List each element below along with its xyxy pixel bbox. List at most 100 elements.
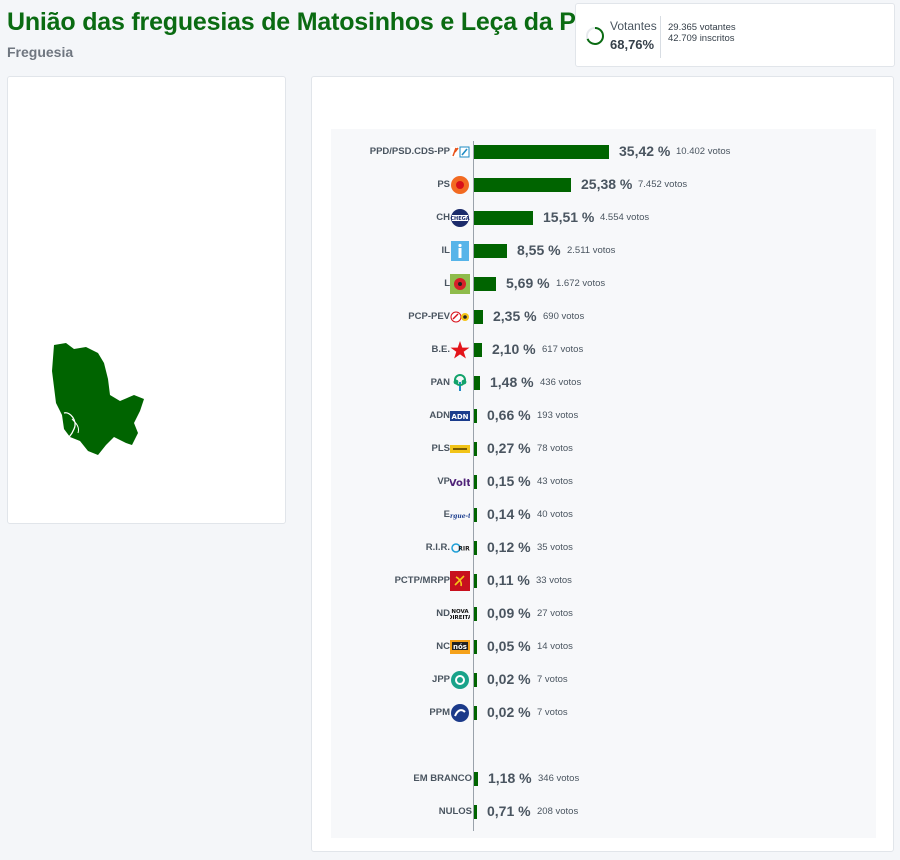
result-bar[interactable] — [474, 310, 483, 324]
result-row: PAN 1,48 % 436 votos — [331, 371, 876, 395]
votes-label: 208 votos — [537, 806, 579, 817]
ppm-logo-icon — [451, 704, 469, 722]
party-label: JPP — [432, 674, 450, 685]
votes-label: 436 votos — [540, 377, 582, 388]
result-row: PPD/PSD.CDS-PP 35,42 % 10.402 votos — [331, 140, 876, 164]
result-bar[interactable] — [474, 673, 477, 687]
votes-label: 7 votos — [537, 707, 568, 718]
svg-text:ADN: ADN — [451, 413, 468, 421]
party-label: R.I.R. — [425, 542, 450, 553]
result-bar[interactable] — [474, 475, 477, 489]
votes-label: 4.554 votos — [600, 212, 650, 223]
result-bar[interactable] — [474, 607, 477, 621]
result-bar[interactable] — [474, 244, 507, 258]
turnout-card: Votantes 68,76% 29.365 votantes 42.709 i… — [575, 3, 895, 67]
result-bar[interactable] — [474, 805, 477, 819]
party-label: CH — [436, 212, 450, 223]
result-bar[interactable] — [474, 409, 477, 423]
votes-label: 1.672 votos — [556, 278, 606, 289]
result-bar[interactable] — [474, 178, 571, 192]
turnout-percent: 68,76% — [610, 37, 655, 52]
percent-label: 35,42 % — [619, 143, 671, 159]
party-label: L — [444, 278, 450, 289]
percent-label: 0,05 % — [487, 638, 531, 654]
result-bar[interactable] — [474, 574, 477, 588]
party-label: ADN — [429, 410, 450, 421]
svg-text:DIREITA: DIREITA — [450, 615, 470, 621]
percent-label: 15,51 % — [543, 209, 595, 225]
parish-shape[interactable] — [52, 343, 144, 455]
percent-label: 1,48 % — [490, 374, 534, 390]
party-label: E — [443, 509, 450, 520]
result-row: EM BRANCO 1,18 % 346 votos — [331, 767, 876, 791]
result-bar[interactable] — [474, 343, 482, 357]
votes-label: 14 votos — [537, 641, 573, 652]
chega-logo-icon: CHEGA — [450, 209, 470, 227]
result-bar[interactable] — [474, 277, 496, 291]
result-bar[interactable] — [474, 508, 477, 522]
svg-text:RIR: RIR — [458, 546, 470, 553]
voters-count: 29.365 votantes — [668, 22, 736, 33]
result-row: NULOS 0,71 % 208 votos — [331, 800, 876, 824]
party-label: PCTP/MRPP — [394, 575, 450, 586]
voters-label: Votantes — [610, 19, 657, 33]
pan-tree-logo-icon — [453, 374, 467, 391]
votes-label: 193 votos — [537, 410, 579, 421]
result-bar[interactable] — [474, 376, 480, 390]
result-row: R.I.R. RIR 0,12 % 35 votos — [331, 536, 876, 560]
result-row: ADN ADN 0,66 % 193 votos — [331, 404, 876, 428]
be-star-logo-icon — [450, 341, 470, 359]
psd-cds-logo-icon — [451, 146, 470, 158]
rir-logo-icon: RIR — [451, 543, 470, 553]
parish-map[interactable] — [48, 337, 158, 527]
party-label: NC — [436, 641, 450, 652]
nos-cidadaos-logo-icon: nós — [450, 640, 470, 654]
results-card: PPD/PSD.CDS-PP 35,42 % 10.402 votos PS 25,38… — [311, 76, 894, 852]
registered-count: 42.709 inscritos — [668, 33, 735, 44]
votes-label: 10.402 votos — [676, 146, 731, 157]
page-title: União das freguesias de Matosinhos e Leç… — [7, 8, 662, 36]
percent-label: 0,15 % — [487, 473, 531, 489]
result-bar[interactable] — [474, 640, 477, 654]
percent-label: 0,14 % — [487, 506, 531, 522]
result-row: PS 25,38 % 7.452 votos — [331, 173, 876, 197]
result-row: B.E. 2,10 % 617 votos — [331, 338, 876, 362]
party-label: EM BRANCO — [413, 773, 472, 784]
result-row: PPM 0,02 % 7 votos — [331, 701, 876, 725]
result-row: ND NOVA DIREITA 0,09 % 27 votos — [331, 602, 876, 626]
votes-label: 78 votos — [537, 443, 573, 454]
result-row: L 5,69 % 1.672 votos — [331, 272, 876, 296]
results-chart: PPD/PSD.CDS-PP 35,42 % 10.402 votos PS 25,38… — [331, 129, 876, 838]
result-bar[interactable] — [474, 772, 478, 786]
svg-text:Volt: Volt — [450, 478, 470, 489]
votes-label: 7 votos — [537, 674, 568, 685]
percent-label: 0,66 % — [487, 407, 531, 423]
party-label: ND — [436, 608, 450, 619]
result-row: CH CHEGA 15,51 % 4.554 votos — [331, 206, 876, 230]
votes-label: 617 votos — [542, 344, 584, 355]
percent-label: 0,11 % — [487, 572, 530, 588]
map-card — [7, 76, 286, 524]
result-bar[interactable] — [474, 706, 477, 720]
cdu-logo-icon — [450, 311, 469, 323]
result-bar[interactable] — [474, 541, 477, 555]
percent-label: 0,12 % — [487, 539, 531, 555]
votes-label: 35 votos — [537, 542, 573, 553]
chart-axis — [473, 141, 474, 831]
livre-poppy-logo-icon — [450, 274, 470, 294]
result-row: PCP-PEV 2,35 % 690 votos — [331, 305, 876, 329]
percent-label: 1,18 % — [488, 770, 532, 786]
party-label: NULOS — [438, 806, 472, 817]
result-row: PCTP/MRPP 0,11 % 33 votos — [331, 569, 876, 593]
percent-label: 0,09 % — [487, 605, 531, 621]
result-bar[interactable] — [474, 145, 609, 159]
result-bar[interactable] — [474, 211, 533, 225]
votes-label: 27 votos — [537, 608, 573, 619]
result-row: EErgue-te 0,14 % 40 votos — [331, 503, 876, 527]
votes-label: 40 votos — [537, 509, 573, 520]
party-label: IL — [441, 245, 450, 256]
votes-label: 7.452 votos — [638, 179, 688, 190]
result-bar[interactable] — [474, 442, 477, 456]
